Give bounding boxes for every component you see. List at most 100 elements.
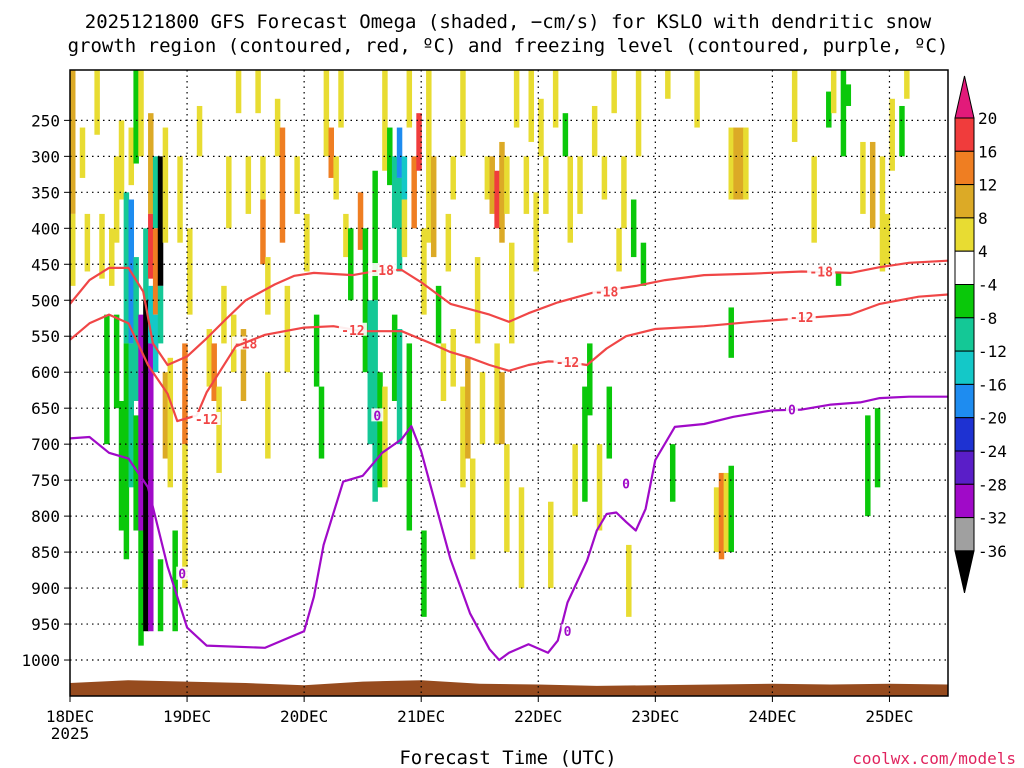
omega-cell <box>484 156 491 200</box>
omega-cell <box>148 343 154 632</box>
contour-label: -18 <box>809 265 833 280</box>
contour-label: -18 <box>370 264 394 279</box>
colorbar-label: 4 <box>978 242 988 261</box>
dendritic-contour <box>70 259 948 367</box>
omega-cell <box>157 559 164 632</box>
contour-label-bg <box>787 309 816 323</box>
omega-cell <box>138 70 144 157</box>
omega-cell <box>665 70 671 99</box>
omega-cell <box>372 170 378 301</box>
omega-cell <box>401 199 408 258</box>
contour-label-bg <box>371 408 384 422</box>
omega-cell <box>728 127 734 200</box>
omega-cell <box>450 329 456 387</box>
omega-cell <box>70 213 76 286</box>
colorbar-bin <box>954 417 975 452</box>
x-tick-label: 18DEC <box>46 707 94 726</box>
omega-cell <box>99 213 105 279</box>
omega-cell <box>187 228 193 315</box>
omega-cell <box>138 314 144 531</box>
omega-cell <box>460 386 466 488</box>
y-tick-label: 700 <box>31 435 60 454</box>
omega-cell <box>255 70 261 114</box>
omega-cell <box>152 156 159 229</box>
omega-cell <box>304 213 310 272</box>
contour-label-bg <box>620 476 633 490</box>
omega-cell <box>143 228 149 301</box>
omega-cell <box>406 343 413 531</box>
contour-label-bg <box>192 411 221 425</box>
colorbar-top-arrow <box>954 75 975 119</box>
colorbar-label: -16 <box>978 375 1007 394</box>
omega-cell <box>396 329 403 445</box>
x-tick-sublabel: 2025 <box>51 724 90 743</box>
omega-cell <box>148 285 154 344</box>
colorbar-bin <box>954 317 975 352</box>
omega-cell <box>450 156 456 200</box>
omega-cell <box>113 156 120 243</box>
omega-cell <box>260 156 266 200</box>
omega-cell <box>791 70 798 142</box>
x-tick-label: 19DEC <box>163 707 211 726</box>
omega-cell <box>294 156 300 214</box>
omega-cell <box>148 113 154 214</box>
omega-cell <box>435 285 442 344</box>
omega-cell <box>869 141 876 229</box>
omega-cell <box>479 372 486 445</box>
colorbar-bin <box>954 117 975 152</box>
omega-cell <box>879 156 886 272</box>
y-tick-label: 650 <box>31 399 60 418</box>
omega-cell <box>460 70 466 157</box>
omega-cell <box>523 156 530 214</box>
omega-cell <box>196 105 203 157</box>
omega-cell <box>596 444 603 531</box>
omega-cell <box>94 70 100 135</box>
title-line-2: growth region (contoured, red, ºC) and f… <box>68 35 949 57</box>
omega-cell <box>265 372 271 459</box>
omega-cell <box>533 192 539 272</box>
omega-cell <box>845 84 852 106</box>
omega-cell <box>513 70 520 128</box>
colorbar-bin <box>954 184 975 219</box>
omega-cell <box>733 127 744 200</box>
omega-cell <box>865 415 871 517</box>
colorbar-label: 12 <box>978 176 997 195</box>
omega-cell <box>587 343 593 416</box>
colorbar: 20 16 12 8 4 -4 -8 -12 -16 -20 -24 -28 -32 -36 <box>954 75 1007 594</box>
colorbar-label: 8 <box>978 209 988 228</box>
contour-label: 0 <box>373 409 381 424</box>
colorbar-bin <box>954 217 975 252</box>
omega-cell <box>728 307 734 358</box>
omega-cell <box>245 156 252 214</box>
omega-cell <box>391 314 398 401</box>
omega-cell <box>323 70 330 157</box>
omega-cell <box>445 213 452 272</box>
omega-cell <box>143 300 149 632</box>
omega-cell <box>743 127 749 200</box>
x-axis-label: Forecast Time (UTC) <box>399 747 616 768</box>
omega-cell <box>406 70 413 128</box>
colorbar-label: -20 <box>978 409 1007 428</box>
omega-cell <box>382 70 388 171</box>
omega-cell <box>274 98 281 157</box>
omega-cell <box>221 285 227 344</box>
contour-label: -12 <box>790 311 813 326</box>
omega-cell <box>128 343 135 488</box>
contour-label: -12 <box>341 324 364 339</box>
colorbar-label: -32 <box>978 509 1007 528</box>
omega-cell <box>826 91 832 128</box>
contour-label-bg <box>176 566 189 580</box>
y-tick-label: 300 <box>31 147 60 166</box>
omega-cell <box>572 444 578 517</box>
colorbar-label: -28 <box>978 475 1007 494</box>
omega-cell <box>70 70 76 214</box>
contour-label: -12 <box>556 356 579 371</box>
omega-cell <box>728 465 734 553</box>
omega-cell <box>182 343 188 445</box>
omega-cell <box>162 372 169 459</box>
omega-cell <box>835 271 842 286</box>
grid-layer <box>70 70 948 696</box>
omega-cell <box>84 213 91 272</box>
